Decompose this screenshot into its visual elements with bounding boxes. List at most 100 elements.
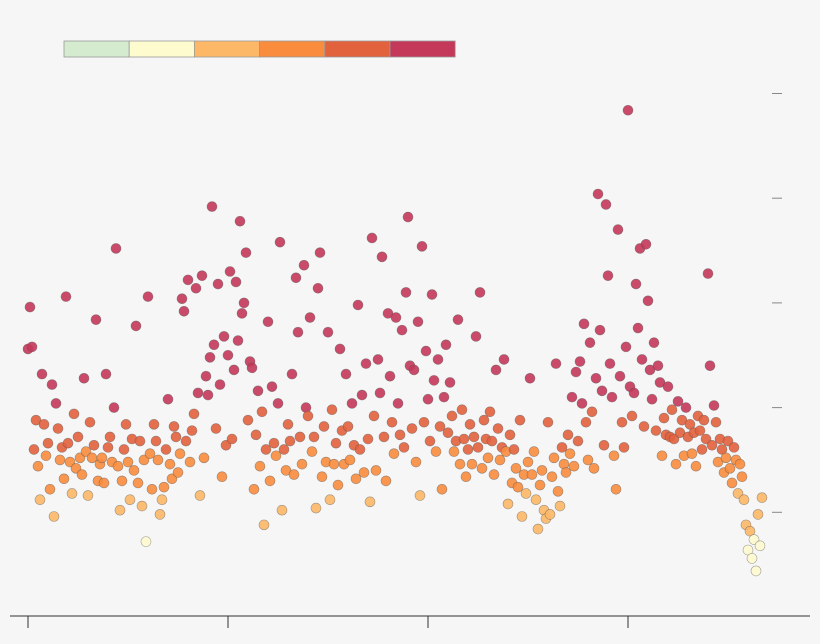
data-point <box>354 444 366 455</box>
data-point <box>616 416 628 428</box>
data-point <box>478 414 490 426</box>
data-point <box>156 494 168 506</box>
data-point <box>342 421 354 432</box>
data-point <box>524 372 536 384</box>
data-point <box>218 331 230 342</box>
data-point <box>464 419 476 430</box>
data-point <box>428 375 440 386</box>
data-point <box>296 458 308 470</box>
data-point <box>314 247 326 258</box>
data-point <box>534 479 546 491</box>
data-point <box>278 444 290 455</box>
data-point <box>66 488 78 499</box>
data-point <box>666 404 678 415</box>
data-point <box>606 391 618 403</box>
data-point <box>350 473 362 485</box>
data-point <box>360 358 372 369</box>
legend-swatch <box>193 40 260 58</box>
data-point <box>284 435 296 447</box>
data-point <box>588 463 600 474</box>
data-point <box>698 414 710 426</box>
data-point <box>756 492 768 503</box>
data-point <box>246 362 258 374</box>
scatter-points <box>22 104 768 577</box>
data-point <box>446 410 458 422</box>
data-point <box>454 458 466 470</box>
data-point <box>572 435 584 447</box>
data-point <box>96 452 108 464</box>
data-point <box>294 431 306 443</box>
data-point <box>474 287 486 298</box>
data-point <box>234 215 246 227</box>
data-point <box>46 379 58 390</box>
data-point <box>198 452 210 464</box>
data-point <box>160 444 172 455</box>
data-point <box>728 442 740 453</box>
data-point <box>434 421 446 432</box>
data-point <box>456 404 468 415</box>
data-point <box>180 435 192 447</box>
data-point <box>368 410 380 422</box>
data-point <box>542 416 554 428</box>
data-point <box>364 496 376 508</box>
data-point <box>352 299 364 311</box>
data-point <box>686 448 698 459</box>
data-point <box>750 565 762 577</box>
data-point <box>486 435 498 447</box>
data-point <box>216 471 228 483</box>
legend-swatch <box>324 40 391 58</box>
data-point <box>140 536 152 547</box>
data-point <box>44 483 56 495</box>
data-point <box>268 437 280 449</box>
data-point <box>240 247 252 258</box>
data-point <box>248 483 260 495</box>
data-point <box>98 477 110 489</box>
data-point <box>260 444 272 455</box>
data-point <box>290 272 302 284</box>
data-point <box>76 469 88 480</box>
data-point <box>264 475 276 487</box>
data-point <box>24 301 36 313</box>
data-point <box>110 243 122 254</box>
data-point <box>516 511 528 522</box>
data-point <box>502 498 514 510</box>
data-point <box>254 460 266 472</box>
data-point <box>200 370 212 382</box>
data-point <box>108 402 120 413</box>
data-point <box>530 494 542 506</box>
data-point <box>142 291 154 302</box>
legend-swatch <box>63 40 130 58</box>
data-point <box>310 502 322 514</box>
data-point <box>286 368 298 380</box>
data-point <box>640 238 652 250</box>
data-point <box>638 421 650 432</box>
data-point <box>88 439 100 451</box>
data-point <box>420 345 432 357</box>
data-point <box>380 475 392 487</box>
legend-swatch <box>128 40 195 58</box>
data-point <box>650 425 662 436</box>
data-point <box>62 437 74 449</box>
data-point <box>372 354 384 365</box>
data-point <box>118 444 130 455</box>
data-point <box>84 416 96 428</box>
data-point <box>432 354 444 365</box>
data-point <box>736 471 748 483</box>
data-point <box>226 433 238 445</box>
data-point <box>406 423 418 434</box>
data-point <box>282 419 294 430</box>
data-point <box>136 500 148 512</box>
data-point <box>266 381 278 392</box>
data-point <box>430 446 442 457</box>
data-point <box>236 308 248 319</box>
data-point <box>552 486 564 497</box>
data-point <box>132 477 144 489</box>
y-axis <box>772 93 782 513</box>
data-point <box>322 326 334 338</box>
data-point <box>608 450 620 462</box>
data-point <box>418 416 430 428</box>
data-point <box>122 456 134 468</box>
data-point <box>130 320 142 332</box>
data-point <box>466 458 478 470</box>
data-point <box>658 412 670 424</box>
